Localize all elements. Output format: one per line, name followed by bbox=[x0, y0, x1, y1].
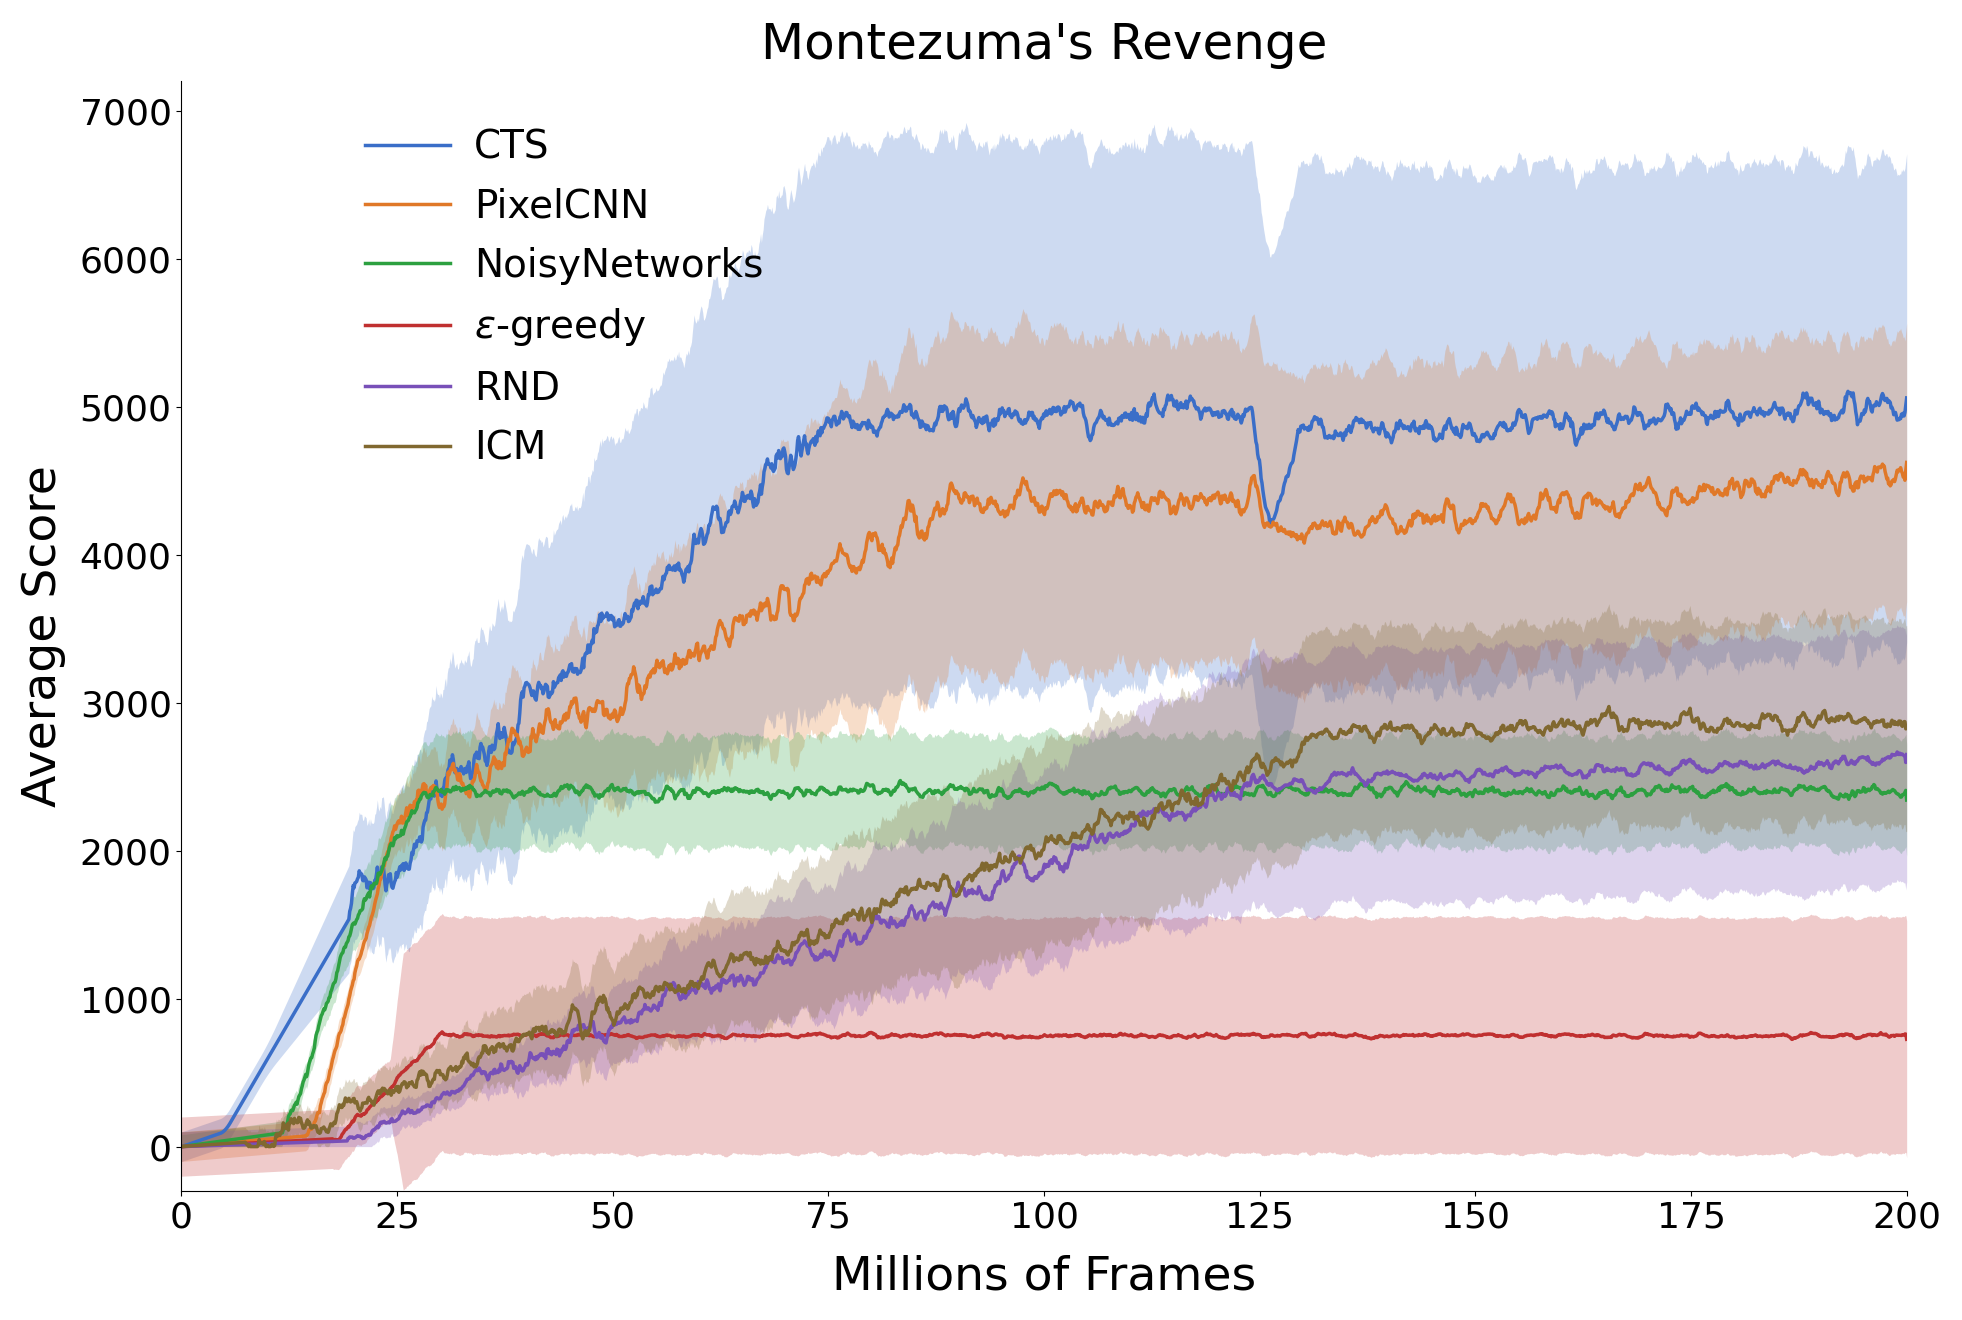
PixelCNN bbox=[1008, 483, 1032, 499]
CTS bbox=[1836, 383, 1860, 399]
$\epsilon$-greedy bbox=[430, 1024, 453, 1040]
PixelCNN bbox=[257, 1131, 281, 1147]
RND bbox=[1895, 747, 1919, 763]
$\epsilon$-greedy bbox=[169, 1139, 192, 1155]
NoisyNetworks bbox=[889, 772, 912, 788]
X-axis label: Millions of Frames: Millions of Frames bbox=[832, 1254, 1256, 1299]
NoisyNetworks bbox=[1895, 792, 1919, 808]
Legend: CTS, PixelCNN, NoisyNetworks, $\epsilon$-greedy, RND, ICM: CTS, PixelCNN, NoisyNetworks, $\epsilon$… bbox=[365, 128, 763, 467]
NoisyNetworks bbox=[169, 1139, 192, 1155]
NoisyNetworks bbox=[257, 1127, 281, 1143]
NoisyNetworks bbox=[1008, 783, 1032, 799]
RND bbox=[1885, 744, 1909, 760]
$\epsilon$-greedy bbox=[1895, 1031, 1919, 1047]
$\epsilon$-greedy bbox=[963, 1028, 987, 1044]
RND bbox=[169, 1139, 192, 1155]
CTS bbox=[1528, 411, 1552, 426]
ICM bbox=[1895, 721, 1919, 737]
CTS bbox=[1844, 409, 1868, 425]
Y-axis label: Average Score: Average Score bbox=[22, 465, 67, 807]
$\epsilon$-greedy bbox=[1844, 1031, 1868, 1047]
RND bbox=[963, 884, 987, 900]
Line: $\epsilon$-greedy: $\epsilon$-greedy bbox=[181, 1032, 1907, 1147]
ICM bbox=[257, 1139, 281, 1155]
RND bbox=[1528, 764, 1552, 780]
Line: NoisyNetworks: NoisyNetworks bbox=[181, 780, 1907, 1147]
$\epsilon$-greedy bbox=[1008, 1030, 1032, 1045]
ICM bbox=[1008, 855, 1032, 871]
ICM bbox=[1528, 722, 1552, 738]
$\epsilon$-greedy bbox=[1528, 1026, 1552, 1041]
RND bbox=[1008, 849, 1032, 865]
PixelCNN bbox=[1895, 454, 1919, 470]
ICM bbox=[1844, 714, 1868, 730]
CTS bbox=[963, 412, 987, 428]
NoisyNetworks bbox=[1846, 783, 1870, 799]
ICM bbox=[1846, 715, 1870, 731]
CTS bbox=[169, 1139, 192, 1155]
Line: RND: RND bbox=[181, 752, 1907, 1147]
PixelCNN bbox=[1844, 474, 1868, 490]
ICM bbox=[1597, 698, 1621, 714]
CTS bbox=[1895, 389, 1919, 405]
ICM bbox=[169, 1139, 192, 1155]
CTS bbox=[1008, 412, 1032, 428]
CTS bbox=[1846, 417, 1870, 433]
PixelCNN bbox=[1844, 474, 1868, 490]
PixelCNN bbox=[963, 498, 987, 513]
PixelCNN bbox=[169, 1139, 192, 1155]
$\epsilon$-greedy bbox=[257, 1134, 281, 1150]
Line: CTS: CTS bbox=[181, 391, 1907, 1147]
ICM bbox=[963, 866, 987, 882]
RND bbox=[257, 1135, 281, 1151]
PixelCNN bbox=[1528, 494, 1552, 510]
RND bbox=[1844, 755, 1868, 771]
Title: Montezuma's Revenge: Montezuma's Revenge bbox=[761, 21, 1326, 69]
RND bbox=[1844, 754, 1868, 770]
Line: ICM: ICM bbox=[181, 706, 1907, 1147]
$\epsilon$-greedy bbox=[1846, 1030, 1870, 1045]
NoisyNetworks bbox=[963, 784, 987, 800]
Line: PixelCNN: PixelCNN bbox=[181, 462, 1907, 1147]
CTS bbox=[257, 1048, 281, 1064]
NoisyNetworks bbox=[1844, 784, 1868, 800]
NoisyNetworks bbox=[1528, 784, 1552, 800]
